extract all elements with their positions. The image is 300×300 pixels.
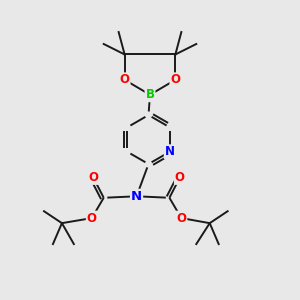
Text: N: N — [131, 190, 142, 203]
Text: O: O — [87, 212, 97, 225]
Text: O: O — [120, 73, 130, 86]
Text: N: N — [165, 145, 175, 158]
Text: B: B — [146, 88, 154, 101]
Text: O: O — [88, 171, 98, 184]
Text: O: O — [175, 171, 185, 184]
Text: O: O — [176, 212, 186, 225]
Text: O: O — [170, 73, 180, 86]
